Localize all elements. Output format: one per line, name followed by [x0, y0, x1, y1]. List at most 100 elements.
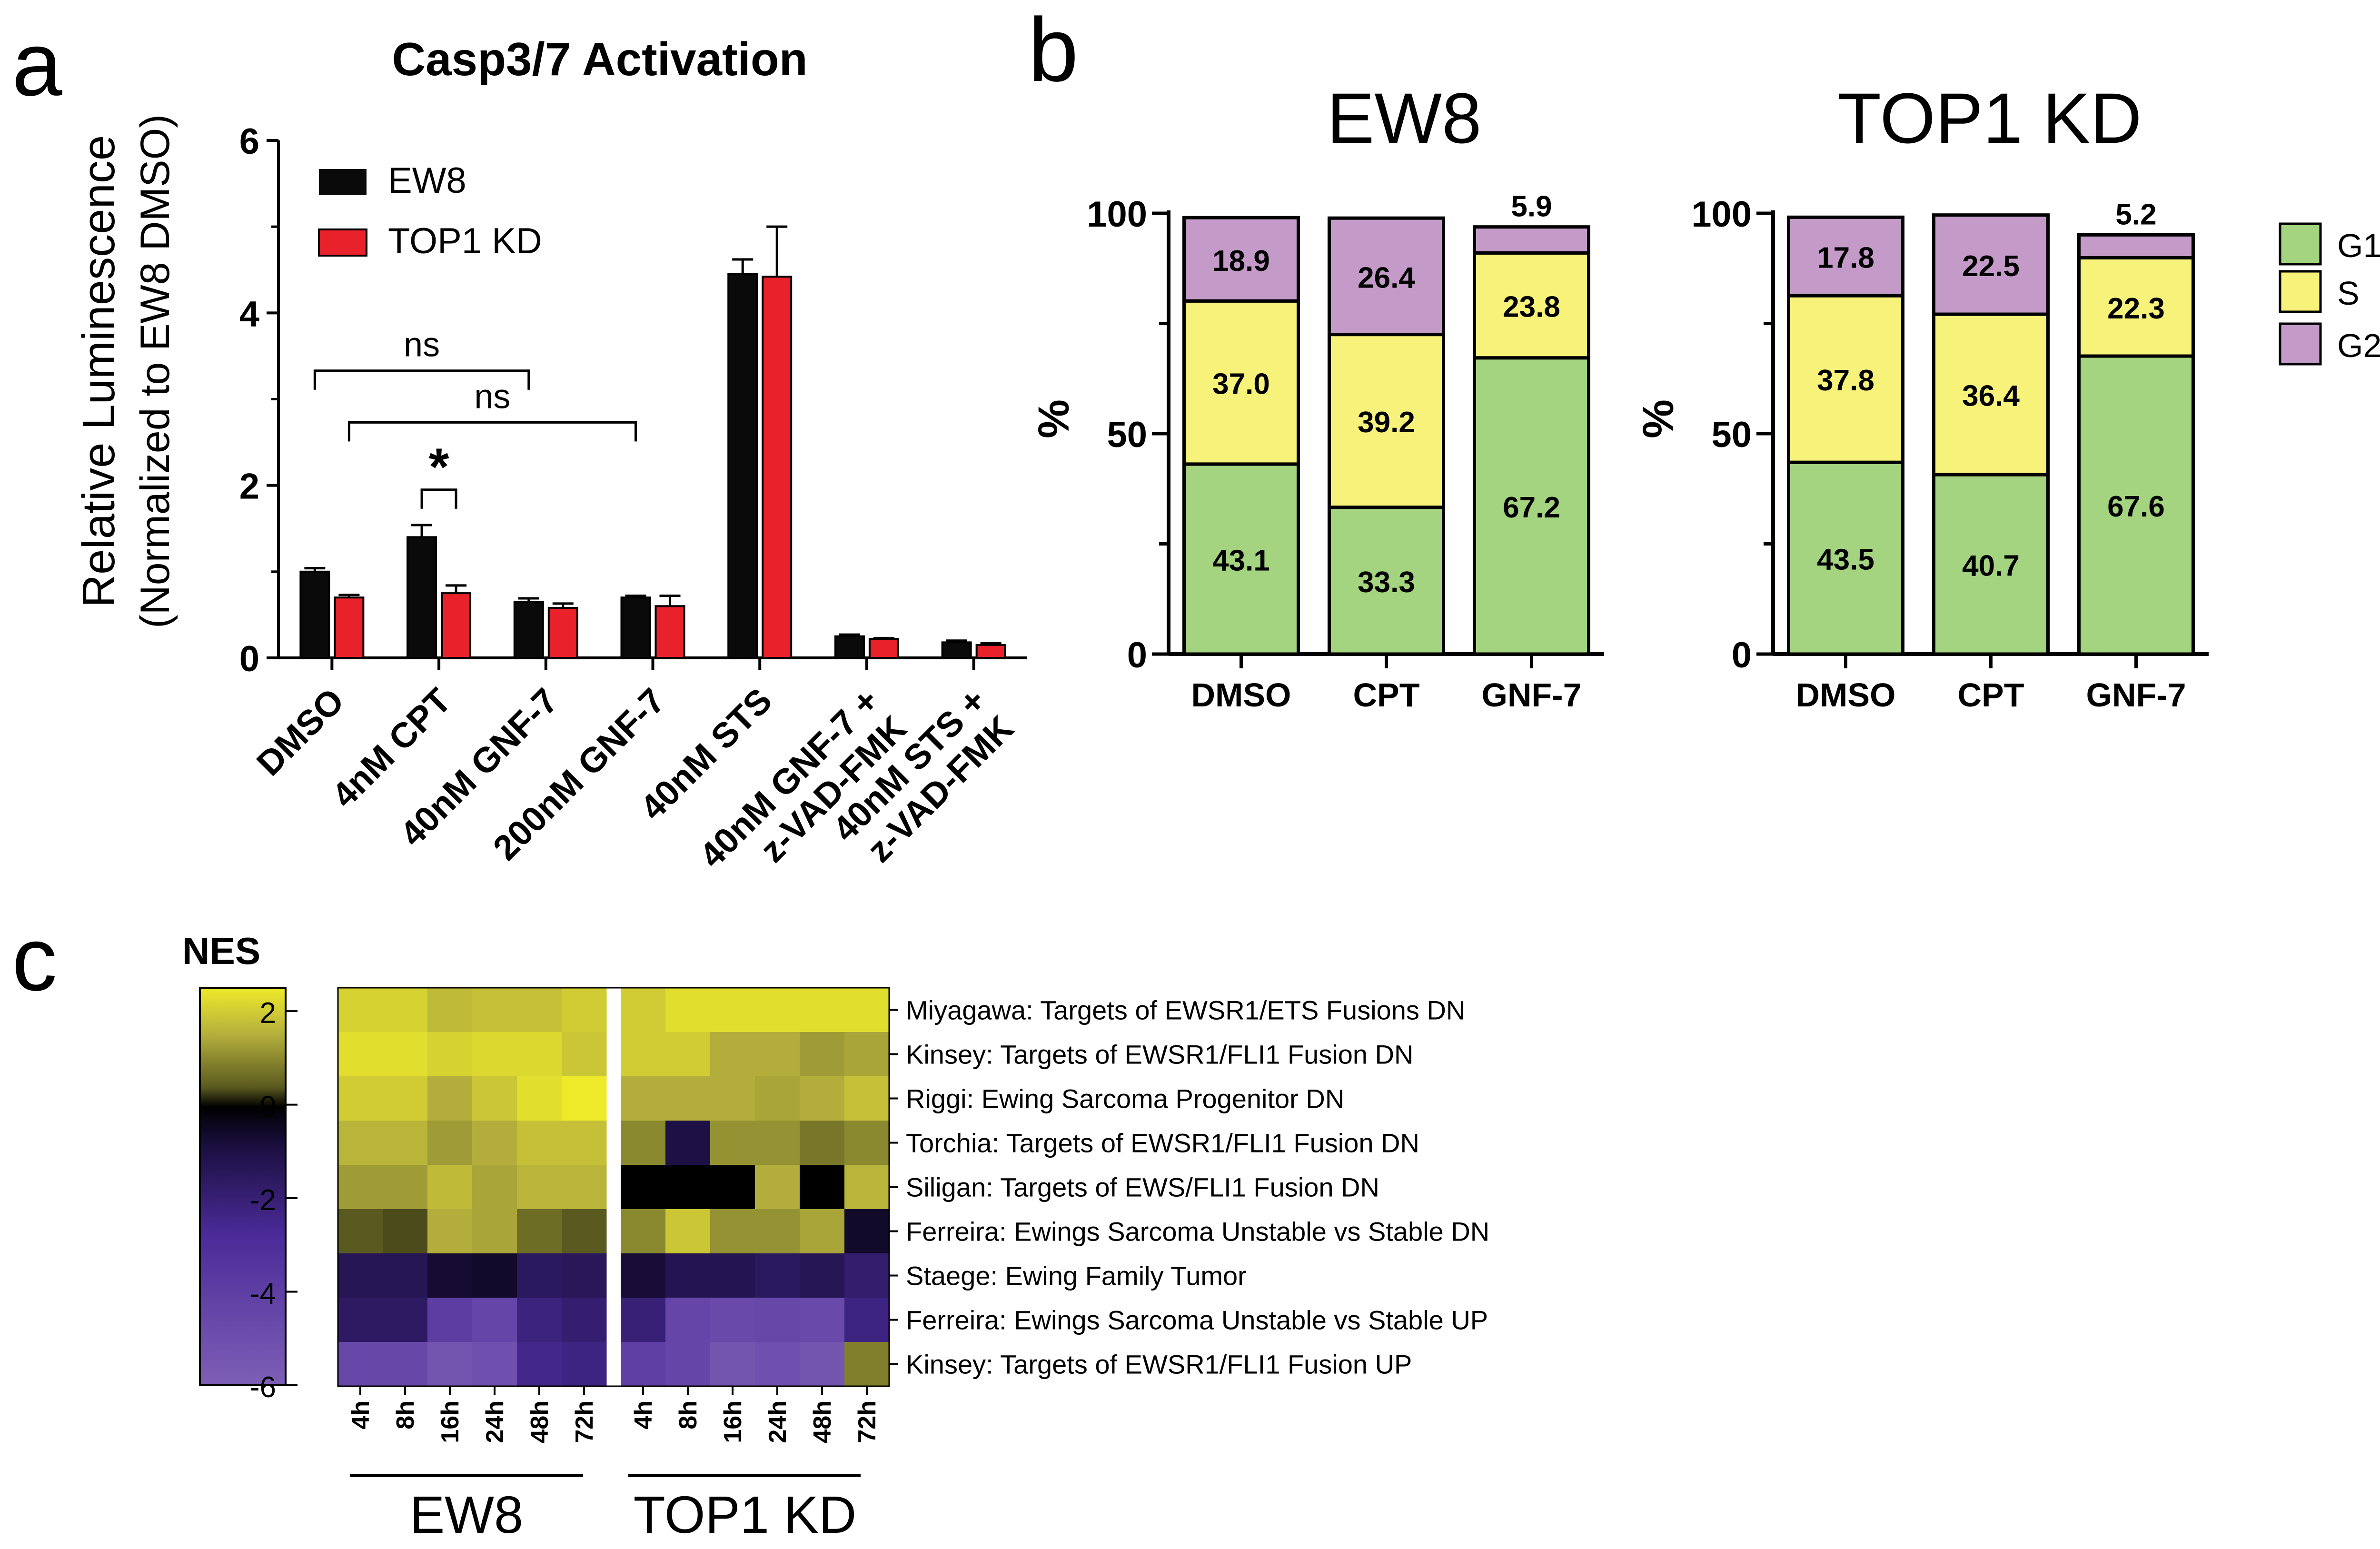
heatmap-cell: [755, 1165, 800, 1210]
col-label: 48h: [809, 1400, 836, 1443]
heatmap-cell: [710, 1209, 755, 1254]
legend-swatch-top1: [318, 228, 367, 257]
heatmap-cell: [338, 1121, 383, 1165]
bar-top1-kd: [975, 644, 1006, 659]
heatmap-cell: [665, 1209, 711, 1254]
heatmap-cell: [665, 988, 711, 1033]
stacked-segment-g1: [1787, 460, 1904, 656]
col-label: 4h: [630, 1400, 657, 1430]
panel-b-top1-chart: TOP1 KD % 0 50 100 DMSO CPT GNF-7 43.5 37.8 17.…: [1634, 78, 2209, 714]
heatmap-cell: [755, 1342, 800, 1387]
heatmap-cell: [562, 1032, 607, 1077]
stacked-segment-g1: [1182, 462, 1300, 656]
heatmap-cell: [800, 1165, 845, 1210]
heatmap-cell: [472, 988, 517, 1033]
heatmap-cell: [710, 1032, 755, 1077]
segment-value-label: 23.8: [1503, 291, 1560, 324]
heatmap-cell: [472, 1209, 517, 1254]
segment-value-label: 43.1: [1212, 544, 1270, 577]
stacked-segment-g2: [2077, 233, 2195, 260]
heatmap-cell: [844, 1032, 890, 1077]
stacked-segment-s: [1473, 251, 1590, 360]
heatmap-cell: [427, 1121, 473, 1165]
panel-b-top1-title: TOP1 KD: [1837, 78, 2142, 158]
panel-b-ew8-ylabel: %: [1030, 399, 1078, 438]
heatmap-cell: [621, 1209, 666, 1254]
stacked-segment-s: [1182, 299, 1300, 466]
panel-a-ytick-label: 2: [239, 467, 259, 507]
heatmap-cell: [621, 988, 666, 1033]
stacked-segment-g2: [1932, 213, 2050, 316]
heatmap-cell: [755, 988, 800, 1033]
stacked-segment-g1: [1932, 473, 2050, 656]
heatmap-cell: [427, 1165, 473, 1210]
heatmap-cell: [427, 1342, 473, 1387]
ytick-label: 0: [1127, 635, 1147, 675]
panel-b-ew8-chart: EW8 % 0 50 100 DMSO CPT GNF-7 43.1 37.0 18.9 33.…: [1030, 78, 1604, 714]
heatmap-cell: [338, 988, 383, 1033]
segment-value-label: 36.4: [1962, 380, 2020, 413]
category-label: CPT: [1958, 676, 2024, 714]
heatmap-cell: [621, 1076, 666, 1121]
heatmap-cell: [755, 1253, 800, 1298]
bar-ew8: [299, 570, 330, 659]
significance-label: ns: [404, 326, 440, 364]
bar-ew8: [834, 635, 865, 659]
col-label: 16h: [719, 1400, 747, 1443]
panel-c-heatmap: NES 2 0 -2 -4 -6 Miyagawa: Targets of EWSR1/…: [182, 930, 1489, 1544]
heatmap-cell: [755, 1076, 800, 1121]
heatmap-cell: [562, 1298, 607, 1342]
colorbar: [199, 987, 287, 1386]
group-label-top1: TOP1 KD: [634, 1486, 857, 1544]
panel-a-legend: EW8 TOP1 KD: [318, 160, 542, 261]
heatmap-cell: [338, 1342, 383, 1387]
legend-label-top1: TOP1 KD: [388, 221, 542, 261]
segment-value-label: 67.6: [2107, 490, 2165, 523]
panel-a-ytick-label: 4: [239, 294, 259, 334]
bar-top1-kd: [441, 592, 472, 659]
colorbar-tick-label: -2: [250, 1184, 276, 1217]
heatmap-cell: [383, 1076, 428, 1121]
segment-value-label: 22.5: [1962, 250, 2020, 283]
heatmap-cell: [517, 1032, 562, 1077]
colorbar-tick-label: 0: [260, 1091, 276, 1123]
significance-bracket: [313, 369, 530, 390]
segment-value-label: 26.4: [1358, 261, 1415, 294]
panel-c-colorbar-title: NES: [182, 930, 261, 972]
col-label: 24h: [764, 1400, 792, 1443]
stacked-segment-g2: [1182, 216, 1300, 303]
heatmap-cell: [517, 1165, 562, 1210]
heatmap-cell: [844, 1076, 890, 1121]
heatmap-cell: [800, 1121, 845, 1165]
heatmap-cell: [427, 1076, 473, 1121]
heatmap-cell: [710, 1298, 755, 1342]
bar-ew8: [727, 273, 758, 659]
heatmap-cell: [517, 988, 562, 1033]
colorbar-tick-label: -4: [250, 1278, 276, 1311]
heatmap-cell: [755, 1209, 800, 1254]
heatmap-cell: [621, 1253, 666, 1298]
segment-value-label: 5.2: [2115, 198, 2156, 231]
heatmap-cell: [383, 1253, 428, 1298]
significance-label: ns: [474, 377, 510, 416]
segment-value-label: 43.5: [1817, 544, 1874, 576]
stacked-segment-g2: [1328, 216, 1445, 337]
heatmap-cell: [800, 1342, 845, 1387]
row-label: Riggi: Ewing Sarcoma Progenitor DN: [906, 1084, 1344, 1114]
heatmap-cell: [427, 1253, 473, 1298]
heatmap-cell: [800, 1253, 845, 1298]
heatmap-cell: [472, 1165, 517, 1210]
ytick-label: 0: [1732, 635, 1752, 675]
heatmap-cell: [665, 1342, 711, 1387]
heatmap-cell: [665, 1165, 711, 1210]
panel-b-ew8-title: EW8: [1327, 78, 1481, 158]
panel-a-title: Casp3/7 Activation: [392, 33, 807, 85]
heatmap-cell: [800, 988, 845, 1033]
stacked-segment-g1: [2077, 354, 2195, 656]
bar-ew8: [620, 596, 651, 659]
heatmap-cell: [562, 1121, 607, 1165]
panel-label-c: c: [12, 909, 57, 1010]
segment-value-label: 67.2: [1503, 491, 1560, 524]
heatmap-cell: [665, 1253, 711, 1298]
